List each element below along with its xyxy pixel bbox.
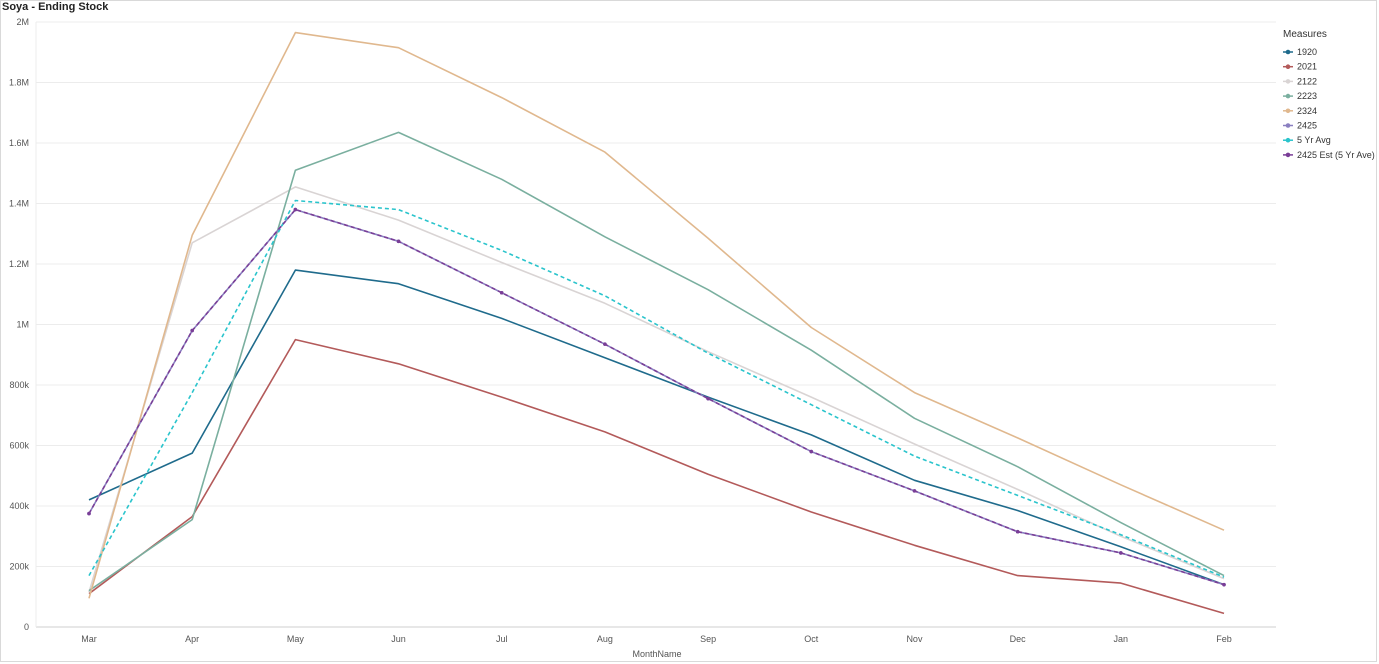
legend-swatch-marker: [1285, 79, 1291, 84]
legend-label: 1920: [1297, 47, 1317, 57]
x-axis-ticks: Mar Apr May Jun Jul Aug Sep Oct Nov Dec Jan Feb: [81, 634, 1232, 644]
series-lines: [87, 31, 1226, 615]
series-2021[interactable]: [88, 338, 1225, 615]
series-line[interactable]: [88, 31, 1225, 599]
x-tick-label: Nov: [906, 634, 923, 644]
x-tick-label: May: [287, 634, 305, 644]
series-line[interactable]: [88, 131, 1225, 592]
legend-item-2122[interactable]: 2122: [1283, 76, 1317, 86]
y-axis-ticks: 0 200k 400k 600k 800k 1M 1.2M 1.4M 1.6M 1.8M 2M: [9, 17, 30, 632]
data-point[interactable]: [190, 328, 194, 333]
y-tick-label: 1.6M: [9, 138, 29, 148]
x-tick-label: Sep: [700, 634, 716, 644]
data-point[interactable]: [87, 511, 91, 516]
series-line[interactable]: [88, 199, 1225, 578]
legend-label: 2425: [1297, 121, 1317, 131]
x-tick-label: Mar: [81, 634, 97, 644]
legend-item-2223[interactable]: 2223: [1283, 91, 1317, 101]
x-tick-label: Feb: [1216, 634, 1232, 644]
y-tick-label: 0: [24, 622, 29, 632]
series-line[interactable]: [88, 186, 1225, 593]
series-5-yr-avg[interactable]: [88, 199, 1225, 578]
data-point[interactable]: [1015, 529, 1020, 534]
series-line[interactable]: [88, 208, 1225, 586]
legend-swatch-marker: [1285, 64, 1291, 69]
legend-label: 5 Yr Avg: [1297, 135, 1331, 145]
x-tick-label: Oct: [804, 634, 819, 644]
series-1920[interactable]: [88, 269, 1225, 586]
legend-label: 2324: [1297, 106, 1317, 116]
grid-lines: [35, 21, 1276, 628]
data-point[interactable]: [603, 342, 607, 346]
x-tick-label: Jan: [1114, 634, 1129, 644]
y-tick-label: 600k: [9, 441, 29, 451]
x-tick-label: Aug: [597, 634, 613, 644]
y-tick-label: 2M: [16, 17, 29, 27]
y-tick-label: 800k: [9, 380, 29, 390]
legend-item-2425-est-5-yr-ave[interactable]: 2425 Est (5 Yr Ave): [1283, 150, 1375, 160]
legend[interactable]: Measures 1920 2021 2122 2223 2324 2425 5 Yr Av…: [1283, 29, 1375, 160]
legend-label: 2021: [1297, 62, 1317, 72]
data-point[interactable]: [293, 207, 298, 212]
y-tick-label: 200k: [9, 562, 29, 572]
series-2324[interactable]: [88, 31, 1225, 599]
series-2425-est-5-yr-ave[interactable]: [87, 207, 1226, 587]
x-tick-label: Jun: [391, 634, 406, 644]
legend-label: 2122: [1297, 76, 1317, 86]
data-point[interactable]: [396, 239, 401, 244]
x-axis-title: MonthName: [632, 649, 681, 659]
legend-label: 2425 Est (5 Yr Ave): [1297, 150, 1375, 160]
series-line[interactable]: [88, 208, 1225, 586]
series-2122[interactable]: [88, 186, 1225, 593]
legend-swatch-marker: [1285, 49, 1291, 55]
series-2223[interactable]: [88, 131, 1225, 592]
y-tick-label: 1.4M: [9, 199, 29, 209]
y-tick-label: 1.8M: [9, 78, 29, 88]
x-tick-label: Jul: [496, 634, 508, 644]
legend-item-2425[interactable]: 2425: [1283, 121, 1317, 131]
y-tick-label: 1.2M: [9, 259, 29, 269]
data-point[interactable]: [1222, 582, 1226, 587]
data-point[interactable]: [706, 396, 710, 401]
series-line[interactable]: [88, 269, 1225, 586]
legend-item-1920[interactable]: 1920: [1283, 47, 1317, 57]
y-tick-label: 1M: [16, 320, 29, 330]
series-line[interactable]: [88, 338, 1225, 615]
legend-item-5-yr-avg[interactable]: 5 Yr Avg: [1283, 135, 1331, 145]
data-point[interactable]: [912, 489, 917, 493]
legend-swatch-marker: [1285, 108, 1291, 114]
legend-item-2021[interactable]: 2021: [1283, 62, 1317, 72]
chart-title: Soya - Ending Stock: [2, 1, 109, 13]
legend-item-2324[interactable]: 2324: [1283, 106, 1317, 116]
data-point[interactable]: [499, 290, 504, 295]
x-tick-label: Apr: [185, 634, 199, 644]
x-tick-label: Dec: [1010, 634, 1027, 644]
legend-label: 2223: [1297, 91, 1317, 101]
data-point[interactable]: [809, 449, 814, 454]
legend-swatch-marker: [1285, 152, 1291, 158]
legend-title: Measures: [1283, 29, 1327, 40]
data-point[interactable]: [1119, 551, 1123, 555]
legend-swatch-marker: [1285, 123, 1291, 128]
legend-swatch-marker: [1285, 93, 1291, 99]
series-2425[interactable]: [87, 207, 1226, 587]
y-tick-label: 400k: [9, 501, 29, 511]
legend-swatch-marker: [1285, 137, 1291, 143]
